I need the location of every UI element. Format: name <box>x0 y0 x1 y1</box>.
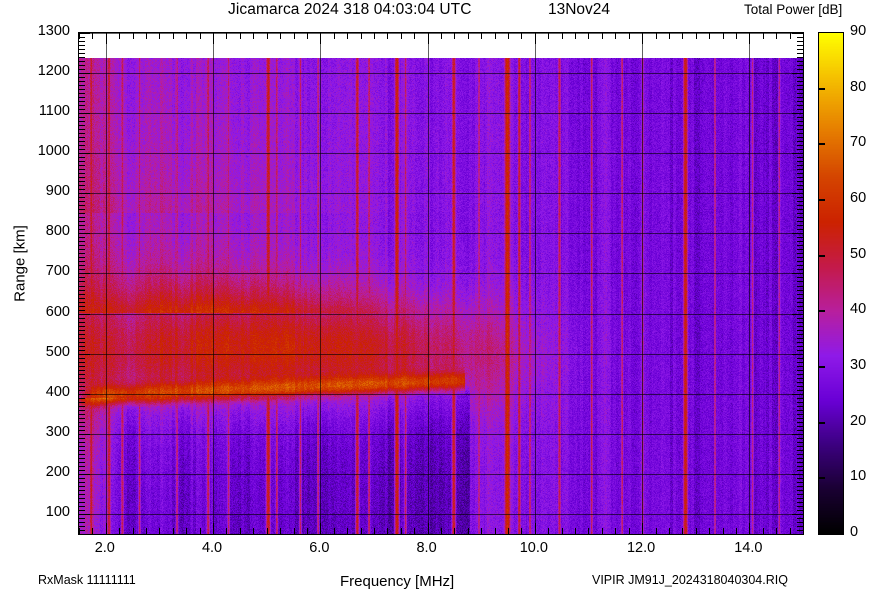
colorbar-tick-mark <box>818 477 825 479</box>
source-file-label: VIPIR JM91J_2024318040304.RIQ <box>592 573 788 587</box>
colorbar-tick-label: 60 <box>850 190 867 206</box>
x-axis-tick-label: 12.0 <box>626 540 656 556</box>
x-axis-tick-label: 6.0 <box>309 540 330 556</box>
y-axis-tick-label: 1300 <box>37 23 70 39</box>
colorbar-tick-mark <box>818 143 825 145</box>
y-axis-tick-label: 1200 <box>37 63 70 80</box>
colorbar-tick-label: 90 <box>850 23 867 39</box>
y-axis-tick-label: 1000 <box>37 143 70 160</box>
y-axis-tick-label: 100 <box>45 503 70 520</box>
y-axis-tick-label: 600 <box>45 303 70 320</box>
colorbar <box>818 32 844 535</box>
x-axis-tick-label: 8.0 <box>416 540 437 556</box>
y-axis-tick-label: 700 <box>45 263 70 280</box>
colorbar-tick-label: 10 <box>850 468 867 485</box>
colorbar-canvas <box>819 33 843 534</box>
colorbar-tick-mark <box>818 310 825 312</box>
date-label: 13Nov24 <box>548 1 611 18</box>
colorbar-tick-label: 80 <box>850 78 867 95</box>
y-axis-tick-label: 800 <box>45 223 70 240</box>
colorbar-tick-label: 70 <box>850 134 867 151</box>
y-axis-tick-label: 400 <box>45 383 70 400</box>
y-axis-tick-label: 500 <box>45 343 70 360</box>
page-title: Jicamarca 2024 318 04:03:04 UTC <box>228 1 472 18</box>
colorbar-tick-label: 40 <box>850 301 867 318</box>
x-axis-tick-label: 2.0 <box>94 540 115 556</box>
x-axis-title: Frequency [MHz] <box>340 573 455 590</box>
colorbar-tick-label: 30 <box>850 357 867 373</box>
y-axis-tick-label: 900 <box>45 183 70 200</box>
y-axis-tick-label: 200 <box>45 463 70 480</box>
x-axis-tick-label: 4.0 <box>201 540 223 556</box>
colorbar-tick-label: 0 <box>850 524 859 540</box>
colorbar-tick-mark <box>818 422 825 424</box>
colorbar-tick-mark <box>818 88 825 90</box>
colorbar-tick-label: 50 <box>850 245 867 262</box>
spectrogram-canvas <box>79 33 803 534</box>
colorbar-tick-mark <box>818 366 825 368</box>
rxmask-label: RxMask 11111111 <box>38 573 136 587</box>
colorbar-title: Total Power [dB] <box>744 2 843 17</box>
colorbar-tick-mark <box>818 255 825 257</box>
y-axis-tick-label: 1100 <box>38 103 70 120</box>
y-axis-tick-label: 300 <box>45 423 70 440</box>
colorbar-tick-mark <box>818 199 825 201</box>
colorbar-tick-label: 20 <box>850 412 867 429</box>
x-axis-tick-label: 10.0 <box>519 540 548 556</box>
x-axis-tick-label: 14.0 <box>734 540 763 556</box>
spectrogram-plot <box>78 32 804 535</box>
